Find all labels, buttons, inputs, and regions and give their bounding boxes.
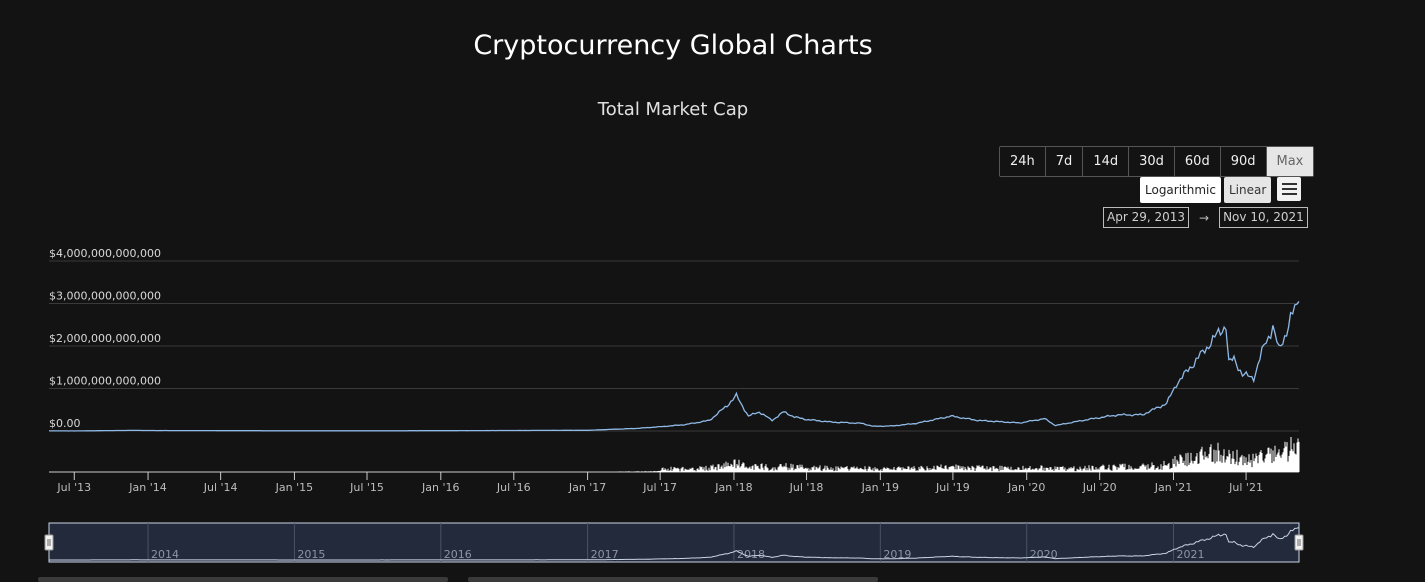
x-tick-label: Jul '13 [56,481,91,494]
navigator-label: 2017 [591,548,619,561]
x-tick-label: Jan '21 [1154,481,1192,494]
x-tick-label: Jul '16 [496,481,531,494]
y-tick-label: $2,000,000,000,000 [49,332,161,345]
x-tick-label: Jul '20 [1082,481,1117,494]
range-selector: 24h 7d 14d 30d 60d 90d Max [999,146,1315,177]
y-tick-label: $1,000,000,000,000 [49,375,161,388]
navigator-label: 2014 [151,548,179,561]
x-tick-label: Jan '20 [1007,481,1045,494]
navigator-label: 2015 [297,548,325,561]
page-title: Cryptocurrency Global Charts [473,30,873,61]
market-cap-line [49,301,1300,432]
navigator-handle-left[interactable] [44,534,54,551]
range-button-max[interactable]: Max [1266,147,1314,176]
x-tick-label: Jul '14 [203,481,238,494]
range-button-24h[interactable]: 24h [1000,147,1046,176]
y-tick-label: $4,000,000,000,000 [49,247,161,260]
x-tick-label: Jul '18 [789,481,824,494]
range-button-14d[interactable]: 14d [1083,147,1130,176]
x-tick-label: Jan '16 [421,481,459,494]
y-tick-label: $3,000,000,000,000 [49,290,161,303]
scrollbar-right[interactable] [468,577,878,582]
y-axis-labels: $4,000,000,000,000 $3,000,000,000,000 $2,0… [49,247,161,430]
volume-bars [49,437,1300,473]
date-from-input[interactable]: Apr 29, 2013 [1103,207,1190,228]
x-tick-label: Jan '14 [128,481,166,494]
date-to-input[interactable]: Nov 10, 2021 [1219,207,1308,228]
scrollbar-left[interactable] [38,577,448,582]
navigator-label: 2018 [737,548,765,561]
arrow-icon: → [1199,210,1210,225]
navigator-label: 2016 [444,548,472,561]
grid-lines [49,260,1299,432]
navigator-label: 2020 [1030,548,1058,561]
scale-selector: Logarithmic Linear [1140,177,1302,203]
x-tick-label: Jul '21 [1228,481,1263,494]
range-button-90d[interactable]: 90d [1220,147,1267,176]
navigator: 2014 2015 2016 2017 2018 2019 2020 2021 [44,522,1304,563]
x-tick-label: Jan '17 [568,481,606,494]
x-axis: Jul '13 Jan '14 Jul '14 Jan '15 Jul '15 Jan '… [56,472,1263,494]
x-tick-label: Jul '19 [935,481,970,494]
navigator-label: 2021 [1176,548,1204,561]
x-tick-label: Jan '19 [861,481,899,494]
x-tick-label: Jan '15 [275,481,313,494]
x-tick-label: Jul '15 [349,481,384,494]
range-button-30d[interactable]: 30d [1129,147,1175,176]
navigator-handle-right[interactable] [1294,534,1304,551]
navigator-window [48,522,1300,563]
chart-title: Total Market Cap [597,99,749,120]
date-range: Apr 29, 2013 → Nov 10, 2021 [1103,207,1308,228]
x-tick-label: Jan '18 [714,481,752,494]
y-tick-label: $0.00 [49,417,81,430]
range-button-60d[interactable]: 60d [1174,147,1221,176]
range-button-7d[interactable]: 7d [1045,147,1084,176]
x-tick-label: Jul '17 [642,481,677,494]
linear-button[interactable]: Linear [1224,177,1272,203]
navigator-line [49,527,1300,561]
logarithmic-button[interactable]: Logarithmic [1140,177,1221,203]
market-cap-line-layer [49,301,1300,432]
navigator-label: 2019 [883,548,911,561]
volume-bar [618,437,1300,472]
hamburger-menu-icon[interactable] [1277,177,1302,201]
